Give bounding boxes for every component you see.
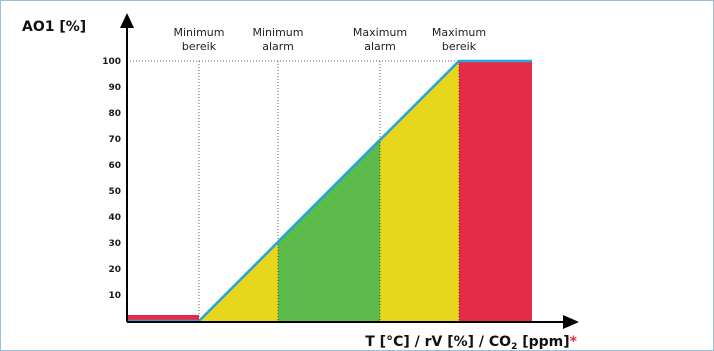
x-axis-label-prefix: T [°C] / rV [%] / CO xyxy=(365,334,511,350)
threshold-label-minimum-bereik-line2: bereik xyxy=(182,40,217,53)
threshold-label-maximum-bereik-line1: Maximum xyxy=(432,26,486,39)
threshold-label-minimum-alarm-line1: Minimum xyxy=(253,26,304,39)
y-tick-10: 10 xyxy=(108,291,121,301)
zone-ramp-high xyxy=(380,61,459,322)
y-tick-60: 60 xyxy=(108,161,121,171)
threshold-label-minimum-alarm-line2: alarm xyxy=(262,40,294,53)
y-tick-40: 40 xyxy=(108,213,121,223)
threshold-label-maximum-bereik-line2: bereik xyxy=(442,40,477,53)
y-tick-20: 20 xyxy=(108,265,121,275)
x-axis-label: T [°C] / rV [%] / CO2 [ppm]* xyxy=(365,334,577,351)
zone-below-minimum-range xyxy=(127,315,199,322)
y-tick-30: 30 xyxy=(108,239,121,249)
y-tick-50: 50 xyxy=(108,187,121,197)
x-axis-label-unit: [ppm] xyxy=(517,334,569,350)
threshold-label-maximum-alarm-line2: alarm xyxy=(364,40,396,53)
x-axis-label-subscript: 2 xyxy=(511,342,517,351)
y-tick-90: 90 xyxy=(108,83,121,93)
y-tick-70: 70 xyxy=(108,135,121,145)
y-axis-arrow xyxy=(120,13,134,28)
threshold-label-minimum-bereik-line1: Minimum xyxy=(174,26,225,39)
y-axis-label: AO1 [%] xyxy=(22,19,86,35)
x-axis-arrow xyxy=(563,315,579,329)
zone-above-maximum-range xyxy=(459,61,532,322)
x-axis-label-mark: * xyxy=(570,334,578,350)
zone-normal xyxy=(278,138,380,322)
y-tick-100: 100 xyxy=(102,57,121,67)
y-tick-80: 80 xyxy=(108,109,121,119)
threshold-label-maximum-alarm-line1: Maximum xyxy=(353,26,407,39)
